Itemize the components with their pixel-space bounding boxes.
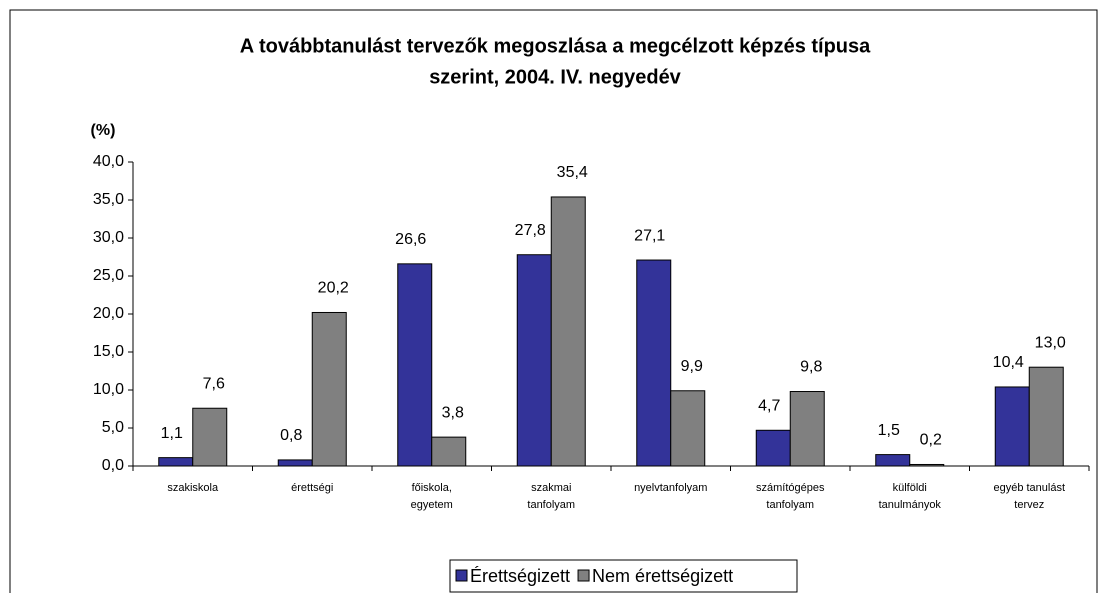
y-tick-label: 40,0 [93, 153, 124, 170]
data-label: 4,7 [758, 397, 780, 414]
legend-swatch [455, 569, 468, 582]
data-label: 35,4 [557, 164, 588, 181]
data-label: 1,5 [878, 422, 900, 439]
data-label: 20,2 [318, 280, 349, 297]
bar [1028, 366, 1064, 467]
data-label: 26,6 [395, 231, 426, 248]
data-label: 0,2 [920, 432, 942, 449]
bar [311, 311, 347, 467]
x-tick-label: külföldi tanulmányok [878, 482, 941, 511]
data-label: 1,1 [161, 425, 183, 442]
data-label: 13,0 [1035, 334, 1066, 351]
bar [158, 457, 194, 467]
legend-label: Nem érettségizett [592, 566, 733, 586]
data-label: 9,9 [681, 358, 703, 375]
y-tick-label: 10,0 [93, 381, 124, 398]
x-tick-label: szakmai tanfolyam [527, 482, 576, 511]
data-label: 0,8 [280, 427, 302, 444]
data-label: 27,1 [634, 227, 665, 244]
chart-title: A továbbtanulást tervezők megoszlása a m… [240, 35, 871, 57]
legend-swatch [577, 569, 590, 582]
x-tick-label: nyelvtanfolyam [634, 482, 708, 494]
bar [789, 391, 825, 467]
x-tick-label: érettségi [291, 482, 334, 494]
data-label: 9,8 [800, 359, 822, 376]
legend-label: Érettségizett [470, 566, 570, 586]
y-tick-label: 30,0 [93, 229, 124, 246]
y-tick-label: 35,0 [93, 191, 124, 208]
bar [636, 259, 672, 467]
bar [755, 429, 791, 467]
chart-frame [9, 9, 1098, 593]
x-tick-label: szakiskola [167, 482, 219, 494]
bar [431, 436, 467, 467]
y-axis-label: (%) [91, 122, 116, 139]
chart-title: szerint, 2004. IV. negyedév [429, 66, 681, 88]
y-tick-label: 0,0 [102, 457, 124, 474]
bar [875, 454, 911, 467]
bar [397, 263, 433, 467]
y-tick-label: 25,0 [93, 267, 124, 284]
x-tick-label: számítógépes tanfolyam [756, 482, 825, 511]
x-tick-label: főiskola, egyetem [410, 482, 453, 511]
y-tick-label: 20,0 [93, 305, 124, 322]
data-label: 3,8 [442, 404, 464, 421]
bar [516, 254, 552, 467]
bar [192, 407, 228, 467]
data-label: 7,6 [203, 375, 225, 392]
bar [670, 390, 706, 467]
y-tick-label: 15,0 [93, 343, 124, 360]
y-tick-label: 5,0 [102, 419, 124, 436]
bar [909, 463, 945, 467]
legend-box [449, 559, 798, 593]
data-label: 10,4 [993, 354, 1024, 371]
x-tick-label: egyéb tanulást tervez [993, 482, 1066, 511]
data-label: 27,8 [515, 222, 546, 239]
bar [277, 459, 313, 467]
bar [994, 386, 1030, 467]
bar [550, 196, 586, 467]
